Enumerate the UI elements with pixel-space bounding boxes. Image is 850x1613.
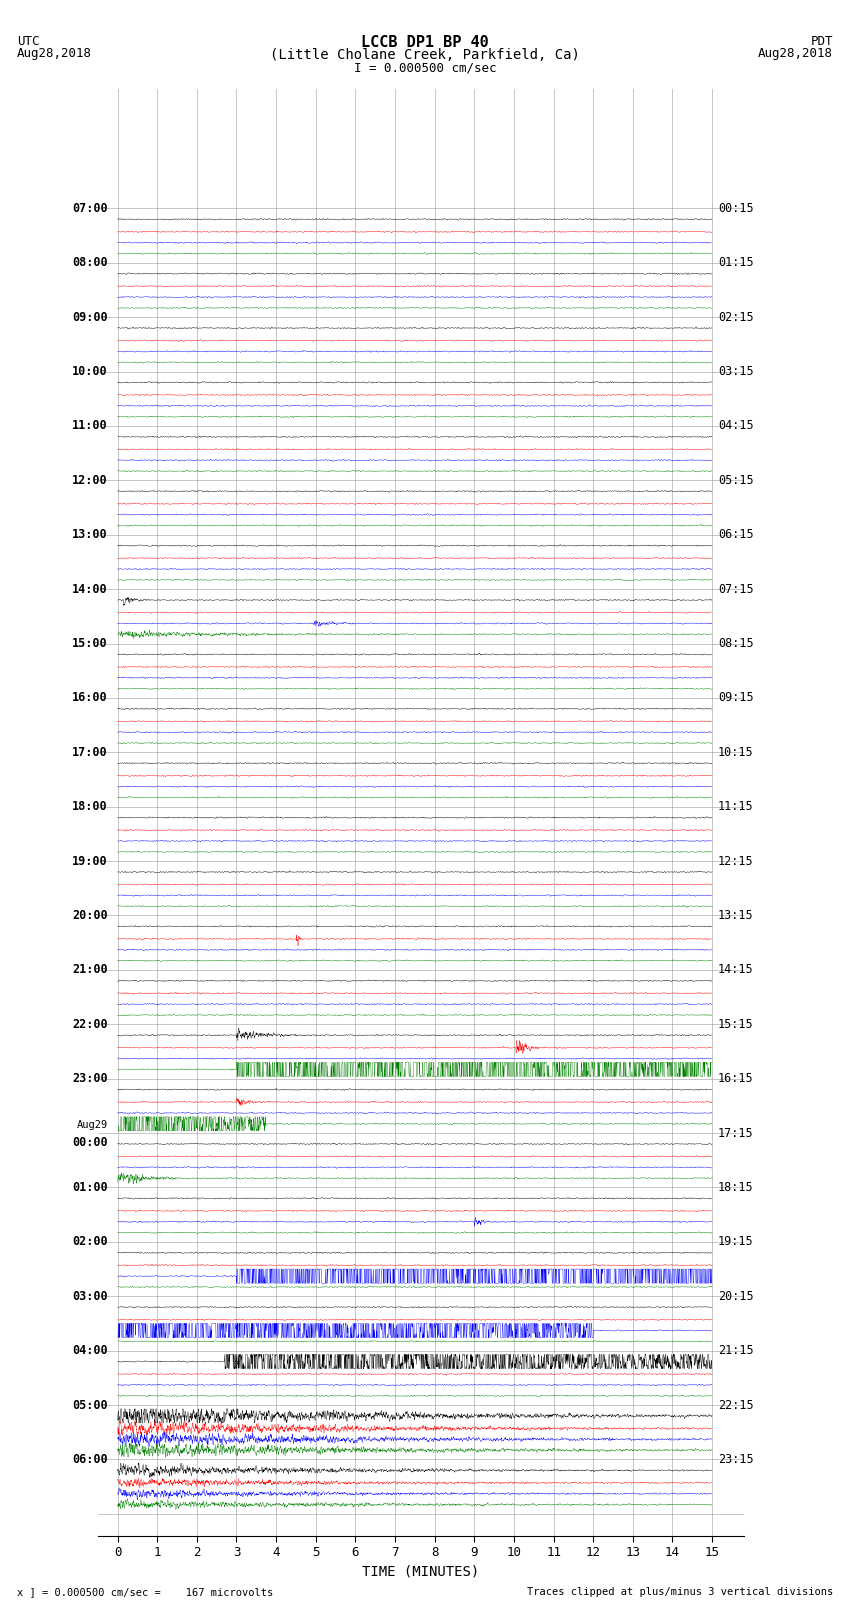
Text: 06:15: 06:15 xyxy=(718,527,754,542)
X-axis label: TIME (MINUTES): TIME (MINUTES) xyxy=(362,1565,479,1579)
Text: 23:15: 23:15 xyxy=(718,1453,754,1466)
Text: 16:15: 16:15 xyxy=(718,1073,754,1086)
Text: 05:15: 05:15 xyxy=(718,474,754,487)
Text: 20:00: 20:00 xyxy=(72,910,108,923)
Text: Aug28,2018: Aug28,2018 xyxy=(758,47,833,60)
Text: x ] = 0.000500 cm/sec =    167 microvolts: x ] = 0.000500 cm/sec = 167 microvolts xyxy=(17,1587,273,1597)
Text: 09:00: 09:00 xyxy=(72,311,108,324)
Text: 12:00: 12:00 xyxy=(72,474,108,487)
Text: 17:15: 17:15 xyxy=(718,1126,754,1139)
Text: 19:00: 19:00 xyxy=(72,855,108,868)
Text: 19:15: 19:15 xyxy=(718,1236,754,1248)
Text: 16:00: 16:00 xyxy=(72,692,108,705)
Text: Aug29: Aug29 xyxy=(76,1121,108,1131)
Text: 20:15: 20:15 xyxy=(718,1290,754,1303)
Text: 10:00: 10:00 xyxy=(72,365,108,377)
Text: 04:00: 04:00 xyxy=(72,1344,108,1357)
Text: 17:00: 17:00 xyxy=(72,745,108,758)
Text: 00:15: 00:15 xyxy=(718,202,754,215)
Text: 11:00: 11:00 xyxy=(72,419,108,432)
Text: UTC: UTC xyxy=(17,35,39,48)
Text: 02:15: 02:15 xyxy=(718,311,754,324)
Text: (Little Cholane Creek, Parkfield, Ca): (Little Cholane Creek, Parkfield, Ca) xyxy=(270,48,580,63)
Text: 02:00: 02:00 xyxy=(72,1236,108,1248)
Text: 14:00: 14:00 xyxy=(72,582,108,595)
Text: 08:00: 08:00 xyxy=(72,256,108,269)
Text: 01:15: 01:15 xyxy=(718,256,754,269)
Text: 18:15: 18:15 xyxy=(718,1181,754,1194)
Text: 06:00: 06:00 xyxy=(72,1453,108,1466)
Text: 13:00: 13:00 xyxy=(72,527,108,542)
Text: 04:15: 04:15 xyxy=(718,419,754,432)
Text: 12:15: 12:15 xyxy=(718,855,754,868)
Text: 07:15: 07:15 xyxy=(718,582,754,595)
Text: 09:15: 09:15 xyxy=(718,692,754,705)
Text: I = 0.000500 cm/sec: I = 0.000500 cm/sec xyxy=(354,61,496,74)
Text: 03:00: 03:00 xyxy=(72,1290,108,1303)
Text: 10:15: 10:15 xyxy=(718,745,754,758)
Text: 14:15: 14:15 xyxy=(718,963,754,976)
Text: 22:15: 22:15 xyxy=(718,1398,754,1411)
Text: 13:15: 13:15 xyxy=(718,910,754,923)
Text: 03:15: 03:15 xyxy=(718,365,754,377)
Text: Traces clipped at plus/minus 3 vertical divisions: Traces clipped at plus/minus 3 vertical … xyxy=(527,1587,833,1597)
Text: 23:00: 23:00 xyxy=(72,1073,108,1086)
Text: 00:00: 00:00 xyxy=(72,1136,108,1148)
Text: 11:15: 11:15 xyxy=(718,800,754,813)
Text: 22:00: 22:00 xyxy=(72,1018,108,1031)
Text: 01:00: 01:00 xyxy=(72,1181,108,1194)
Text: 18:00: 18:00 xyxy=(72,800,108,813)
Text: 07:00: 07:00 xyxy=(72,202,108,215)
Text: 21:00: 21:00 xyxy=(72,963,108,976)
Text: 15:15: 15:15 xyxy=(718,1018,754,1031)
Text: 21:15: 21:15 xyxy=(718,1344,754,1357)
Text: Aug28,2018: Aug28,2018 xyxy=(17,47,92,60)
Text: LCCB DP1 BP 40: LCCB DP1 BP 40 xyxy=(361,35,489,50)
Text: 08:15: 08:15 xyxy=(718,637,754,650)
Text: 05:00: 05:00 xyxy=(72,1398,108,1411)
Text: PDT: PDT xyxy=(811,35,833,48)
Text: 15:00: 15:00 xyxy=(72,637,108,650)
